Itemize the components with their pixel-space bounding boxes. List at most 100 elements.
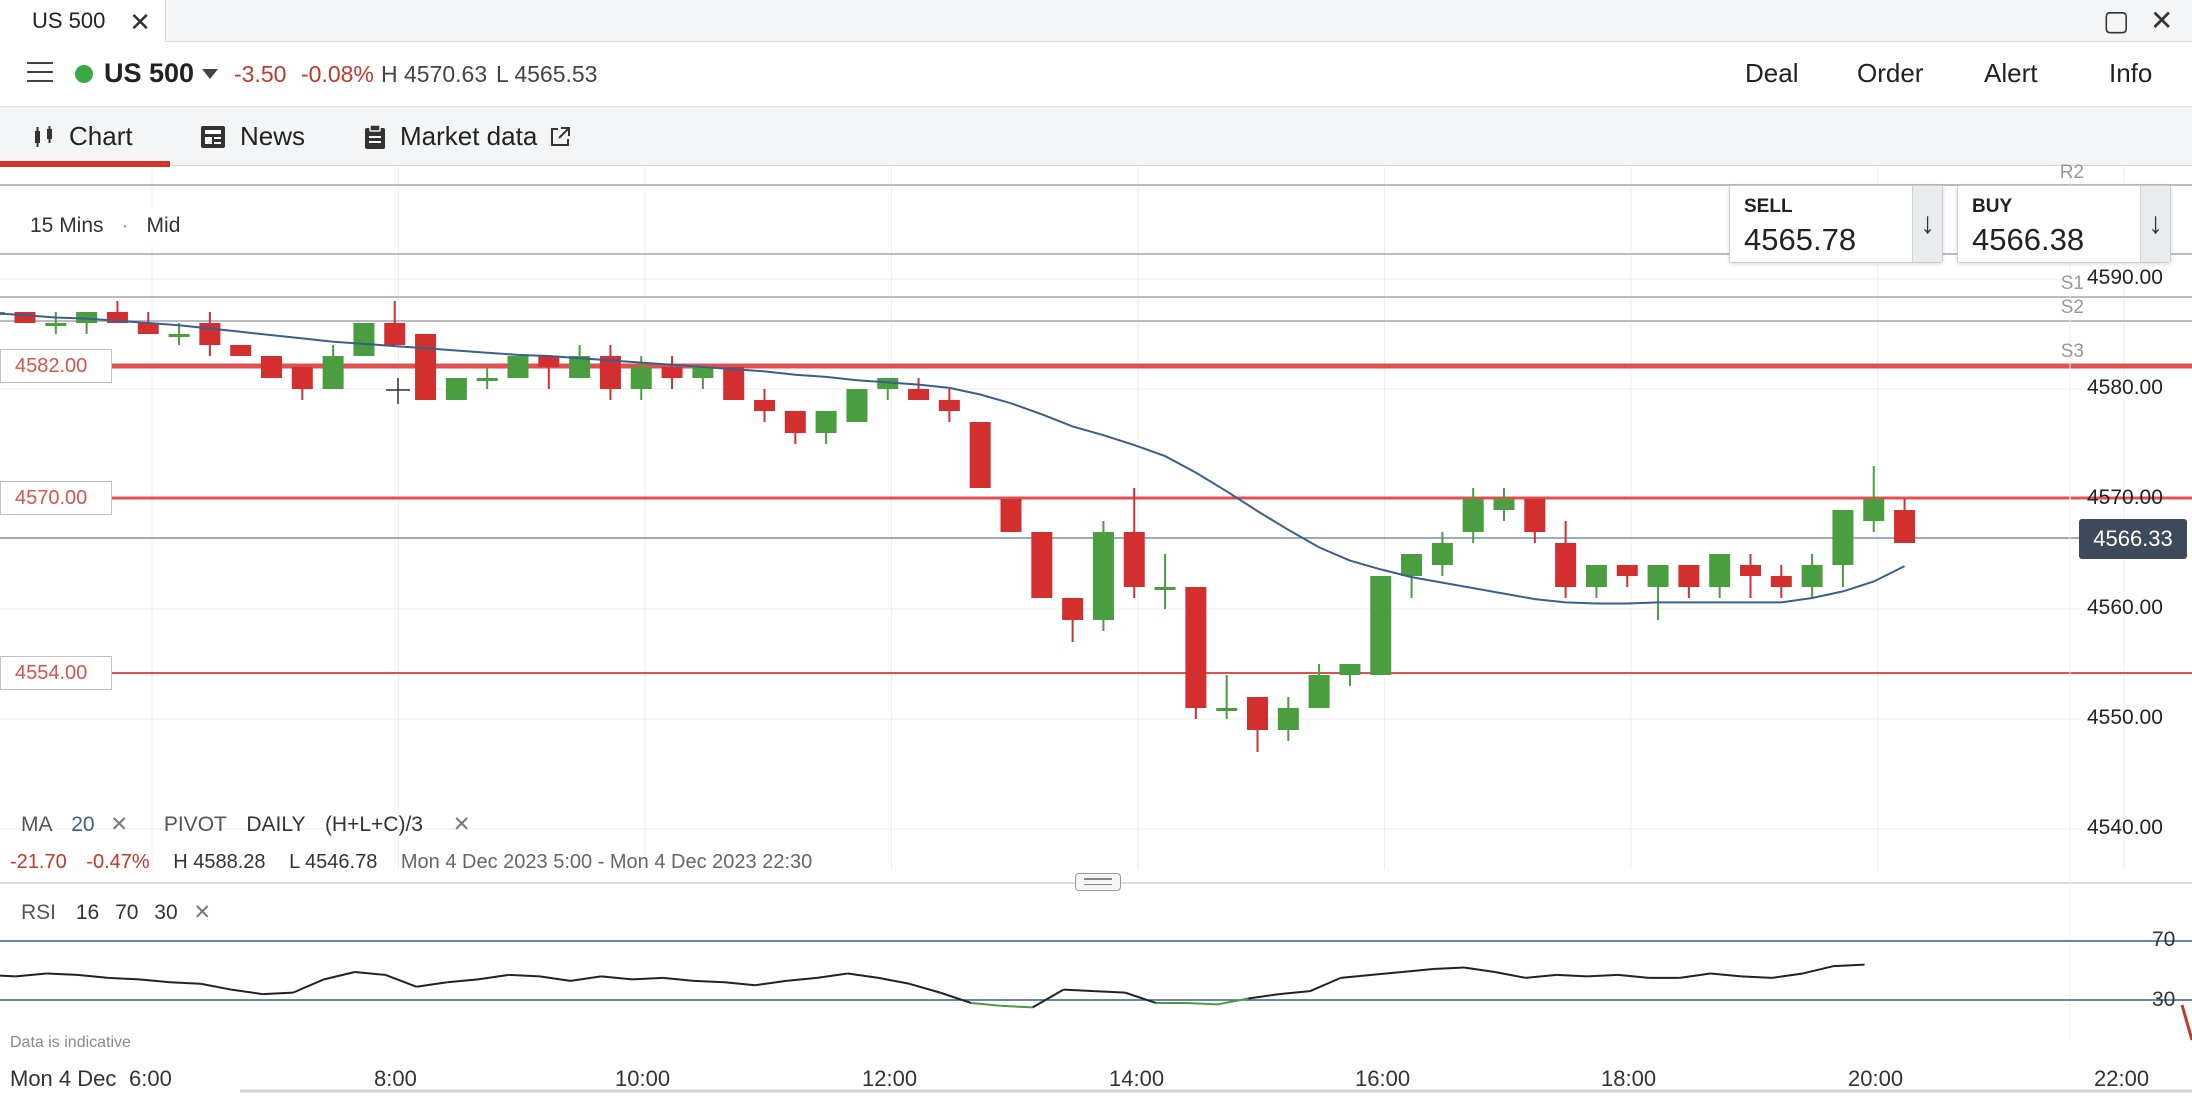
rsi-segment: [1617, 973, 1649, 979]
candle-body: [261, 356, 282, 378]
level-label-2[interactable]: 4570.00: [0, 481, 112, 515]
rsi-segment: [970, 1001, 1002, 1007]
rsi-segment: [0, 974, 16, 978]
pivot-s2-label: S2: [2060, 297, 2084, 318]
rsi-segment: [354, 970, 386, 976]
buy-price: 4566.38: [1972, 222, 2085, 257]
candle-body: [630, 367, 652, 389]
candle-body: [1894, 510, 1916, 543]
rsi-segment: [508, 973, 540, 978]
rsi-segment: [1032, 988, 1064, 1009]
info-button[interactable]: Info: [2109, 58, 2153, 88]
candle-body: [445, 378, 467, 400]
pane-resize-handle[interactable]: [1075, 873, 1121, 891]
rsi-segment: [1463, 966, 1495, 973]
arrow-down-icon[interactable]: ↓: [1912, 186, 1942, 262]
candle-body: [507, 356, 529, 378]
arrow-down-icon[interactable]: ↓: [2140, 186, 2170, 262]
candle-body: [1277, 708, 1299, 730]
tab-news[interactable]: News: [200, 121, 305, 152]
rsi-lower[interactable]: 30: [154, 901, 178, 924]
order-button[interactable]: Order: [1857, 58, 1924, 88]
x-tick: 10:00: [615, 1066, 671, 1091]
candle-body: [569, 356, 591, 378]
ma-period[interactable]: 20: [71, 813, 95, 836]
tab-chart[interactable]: Chart: [33, 121, 133, 152]
rsi-segment: [1525, 973, 1557, 979]
close-window-icon[interactable]: ✕: [2150, 5, 2174, 36]
close-icon[interactable]: ✕: [129, 7, 151, 37]
ma-line: [0, 312, 1906, 605]
candle-body: [291, 367, 313, 389]
buy-ticket[interactable]: BUY 4566.38 ↓: [1957, 185, 2171, 263]
rsi-segment: [1556, 973, 1588, 978]
level-label-1[interactable]: 4582.00: [0, 349, 112, 383]
remove-pivot-icon[interactable]: ✕: [452, 813, 471, 836]
instrument-header: US 500 -3.50 -0.08% H 4570.63 L 4565.53 …: [0, 42, 2192, 106]
pivot-period[interactable]: DAILY: [246, 813, 306, 836]
candle-body: [1339, 664, 1361, 675]
candle-body: [415, 334, 437, 400]
rsi-upper[interactable]: 70: [115, 901, 139, 924]
candle-body: [969, 422, 991, 488]
rsi-segment: [1094, 990, 1126, 994]
x-tick: 12:00: [862, 1066, 918, 1091]
alert-button[interactable]: Alert: [1984, 58, 2038, 88]
tab-news-label: News: [240, 121, 306, 151]
market-open-indicator: [75, 65, 93, 83]
session-range: Mon 4 Dec 2023 5:00 - Mon 4 Dec 2023 22:…: [400, 851, 813, 873]
window-tab[interactable]: US 500 ✕: [0, 0, 166, 42]
instrument-name[interactable]: US 500: [104, 58, 195, 88]
rsi-segment: [939, 991, 972, 1004]
timeframe-selector[interactable]: 15 Mins · Mid: [0, 206, 199, 246]
rsi-segment: [1802, 965, 1834, 975]
candle-body: [76, 312, 98, 323]
deal-button[interactable]: Deal: [1745, 58, 1799, 88]
candle-body: [1462, 499, 1484, 532]
chevron-down-icon[interactable]: [202, 69, 218, 79]
candle-body: [322, 356, 344, 389]
remove-ma-icon[interactable]: ✕: [110, 813, 128, 836]
rsi-period[interactable]: 16: [75, 901, 100, 924]
price-type-label[interactable]: Mid: [146, 214, 181, 237]
rsi-segment: [724, 981, 756, 987]
tab-market-data-label: Market data: [400, 121, 538, 151]
rsi-segment: [262, 991, 294, 996]
x-tick: 20:00: [1848, 1066, 1904, 1091]
candle-body: [754, 400, 775, 411]
candle-body: [1247, 697, 1268, 730]
interval-label[interactable]: 15 Mins: [30, 214, 104, 237]
rsi-segment: [477, 973, 509, 981]
candle-body: [1092, 532, 1114, 620]
rsi-segment: [1217, 997, 1249, 1006]
candle-body: [476, 378, 498, 381]
maximize-icon[interactable]: ▢: [2103, 5, 2130, 36]
indicator-legend: MA 20 ✕ PIVOT DAILY (H+L+C)/3 ✕: [21, 812, 470, 837]
rsi-segment: [447, 978, 479, 984]
remove-rsi-icon[interactable]: ✕: [193, 901, 212, 924]
active-tab-indicator: [0, 161, 170, 167]
tab-market-data[interactable]: Market data: [364, 121, 571, 152]
instrument-change-pct: -0.08%: [301, 61, 374, 87]
rsi-segment: [847, 972, 879, 979]
rsi-label: RSI: [21, 901, 57, 924]
menu-icon[interactable]: [27, 62, 53, 84]
x-tick: 6:00: [129, 1066, 172, 1091]
rsi-segment: [786, 976, 818, 982]
level-label-3[interactable]: 4554.00: [0, 656, 112, 690]
session-low: L 4546.78: [289, 851, 378, 873]
sell-ticket[interactable]: SELL 4565.78 ↓: [1729, 185, 1943, 263]
candle-body: [1770, 576, 1792, 587]
session-change: -21.70: [10, 851, 67, 873]
rsi-segment: [755, 979, 787, 987]
candle-body: [1370, 576, 1392, 675]
session-change-pct: -0.47%: [86, 851, 150, 873]
candle-body: [1524, 499, 1546, 532]
candle-body: [199, 323, 221, 345]
pivot-formula: (H+L+C)/3: [324, 813, 423, 836]
tab-chart-label: Chart: [69, 121, 133, 151]
candle-body: [877, 378, 899, 389]
newspaper-icon: [201, 125, 225, 148]
rsi-segment: [693, 979, 725, 984]
